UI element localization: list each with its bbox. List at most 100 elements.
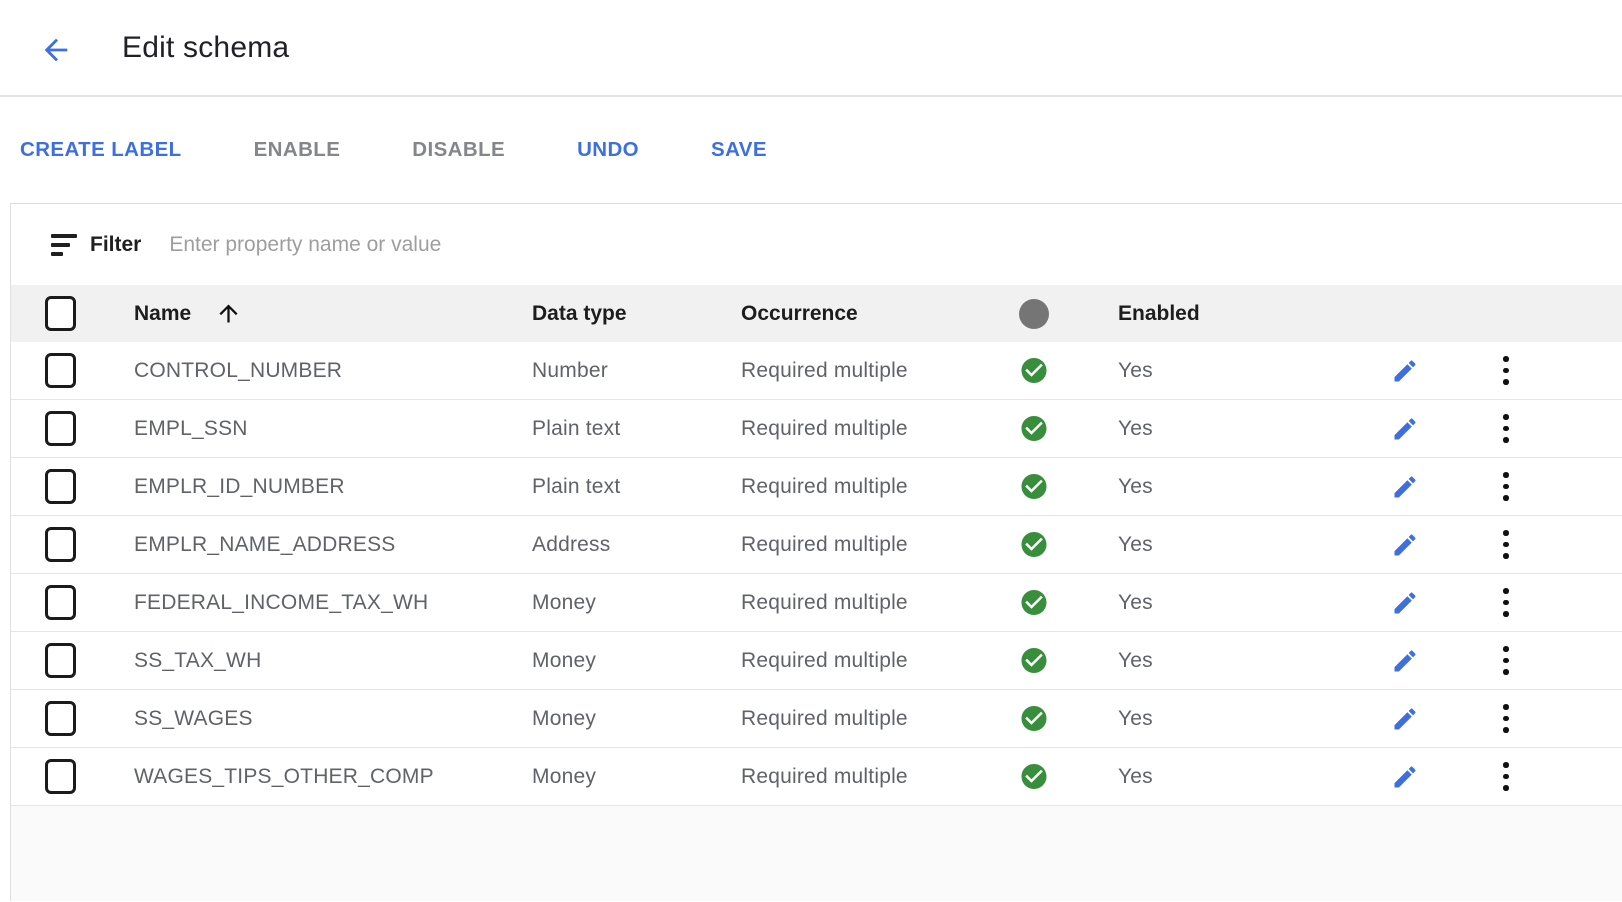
vertical-dots-icon — [1503, 762, 1509, 768]
row-checkbox[interactable] — [45, 353, 76, 388]
pencil-icon — [1394, 649, 1416, 671]
back-button[interactable] — [36, 31, 76, 69]
row-checkbox[interactable] — [45, 759, 76, 794]
row-checkbox[interactable] — [45, 527, 76, 562]
property-occurrence: Required multiple — [741, 532, 908, 556]
table-body: CONTROL_NUMBER Number Required multiple … — [11, 342, 1622, 806]
table-row: CONTROL_NUMBER Number Required multiple … — [11, 342, 1622, 400]
pencil-icon — [1394, 765, 1416, 787]
table-row: FEDERAL_INCOME_TAX_WH Money Required mul… — [11, 574, 1622, 632]
property-occurrence: Required multiple — [741, 764, 908, 788]
table-header-row: Name Data type Occurrence Enabled — [11, 285, 1622, 342]
row-menu-button[interactable] — [1499, 526, 1513, 563]
disable-button[interactable]: DISABLE — [412, 138, 506, 161]
pencil-icon — [1394, 533, 1416, 555]
enable-button[interactable]: ENABLE — [253, 138, 341, 161]
pencil-icon — [1394, 417, 1416, 439]
check-circle-icon — [1021, 648, 1047, 673]
property-enabled: Yes — [1118, 532, 1153, 556]
property-enabled: Yes — [1118, 764, 1153, 788]
property-name: SS_WAGES — [134, 706, 253, 730]
column-header-data-type: Data type — [532, 301, 627, 325]
appbar: Edit schema — [0, 0, 1622, 97]
property-enabled: Yes — [1118, 416, 1153, 440]
vertical-dots-icon — [1503, 414, 1509, 420]
row-checkbox[interactable] — [45, 469, 76, 504]
vertical-dots-icon — [1503, 472, 1509, 478]
pencil-icon — [1394, 591, 1416, 613]
pencil-icon — [1394, 707, 1416, 729]
property-occurrence: Required multiple — [741, 358, 908, 382]
check-circle-icon — [1021, 416, 1047, 441]
edit-button[interactable] — [1387, 353, 1423, 389]
check-circle-icon — [1021, 474, 1047, 499]
row-menu-button[interactable] — [1499, 700, 1513, 737]
property-occurrence: Required multiple — [741, 706, 908, 730]
property-data-type: Address — [532, 532, 611, 556]
gray-circle-icon — [1019, 298, 1049, 329]
filter-list-icon — [51, 233, 77, 256]
filter-input[interactable] — [167, 231, 812, 258]
row-menu-button[interactable] — [1499, 642, 1513, 679]
row-menu-button[interactable] — [1499, 584, 1513, 621]
vertical-dots-icon — [1503, 530, 1509, 536]
edit-button[interactable] — [1387, 469, 1423, 505]
row-checkbox[interactable] — [45, 585, 76, 620]
edit-button[interactable] — [1387, 643, 1423, 679]
check-circle-icon — [1021, 590, 1047, 615]
row-menu-button[interactable] — [1499, 758, 1513, 795]
filter-label: Filter — [90, 232, 142, 256]
edit-button[interactable] — [1387, 527, 1423, 563]
schema-table-panel: Filter Name Data type Occurrence Enabled — [10, 203, 1622, 901]
vertical-dots-icon — [1503, 356, 1509, 362]
column-header-name[interactable]: Name — [134, 285, 242, 342]
row-menu-button[interactable] — [1499, 352, 1513, 389]
row-menu-button[interactable] — [1499, 468, 1513, 505]
property-enabled: Yes — [1118, 358, 1153, 382]
row-menu-button[interactable] — [1499, 410, 1513, 447]
property-data-type: Money — [532, 648, 597, 672]
property-name: FEDERAL_INCOME_TAX_WH — [134, 590, 429, 614]
table-row: EMPL_SSN Plain text Required multiple Ye… — [11, 400, 1622, 458]
save-button[interactable]: SAVE — [711, 138, 767, 161]
table-row: SS_WAGES Money Required multiple Yes — [11, 690, 1622, 748]
property-enabled: Yes — [1118, 648, 1153, 672]
property-occurrence: Required multiple — [741, 416, 908, 440]
property-occurrence: Required multiple — [741, 474, 908, 498]
edit-button[interactable] — [1387, 759, 1423, 795]
check-circle-icon — [1021, 764, 1047, 789]
table-row: WAGES_TIPS_OTHER_COMP Money Required mul… — [11, 748, 1622, 806]
check-circle-icon — [1021, 532, 1047, 557]
property-data-type: Plain text — [532, 416, 621, 440]
table-row: EMPLR_NAME_ADDRESS Address Required mult… — [11, 516, 1622, 574]
check-circle-icon — [1021, 706, 1047, 731]
action-toolbar: CREATE LABEL ENABLE DISABLE UNDO SAVE — [0, 97, 1622, 203]
property-enabled: Yes — [1118, 474, 1153, 498]
column-header-name-label: Name — [134, 301, 192, 325]
row-checkbox[interactable] — [45, 701, 76, 736]
property-name: SS_TAX_WH — [134, 648, 262, 672]
vertical-dots-icon — [1503, 588, 1509, 594]
undo-button[interactable]: UNDO — [577, 138, 640, 161]
property-data-type: Plain text — [532, 474, 621, 498]
column-header-enabled: Enabled — [1118, 301, 1200, 325]
edit-button[interactable] — [1387, 411, 1423, 447]
column-header-occurrence: Occurrence — [741, 301, 858, 325]
create-label-button[interactable]: CREATE LABEL — [20, 138, 182, 161]
sort-ascending-icon — [219, 304, 238, 323]
page-title: Edit schema — [122, 30, 290, 64]
property-enabled: Yes — [1118, 590, 1153, 614]
row-checkbox[interactable] — [45, 643, 76, 678]
arrow-back-icon — [44, 38, 68, 62]
property-name: EMPL_SSN — [134, 416, 248, 440]
edit-button[interactable] — [1387, 701, 1423, 737]
edit-button[interactable] — [1387, 585, 1423, 621]
row-checkbox[interactable] — [45, 411, 76, 446]
vertical-dots-icon — [1503, 704, 1509, 710]
pencil-icon — [1394, 475, 1416, 497]
property-name: EMPLR_ID_NUMBER — [134, 474, 345, 498]
select-all-checkbox[interactable] — [45, 296, 76, 331]
filter-bar: Filter — [11, 204, 1622, 285]
table-row: SS_TAX_WH Money Required multiple Yes — [11, 632, 1622, 690]
